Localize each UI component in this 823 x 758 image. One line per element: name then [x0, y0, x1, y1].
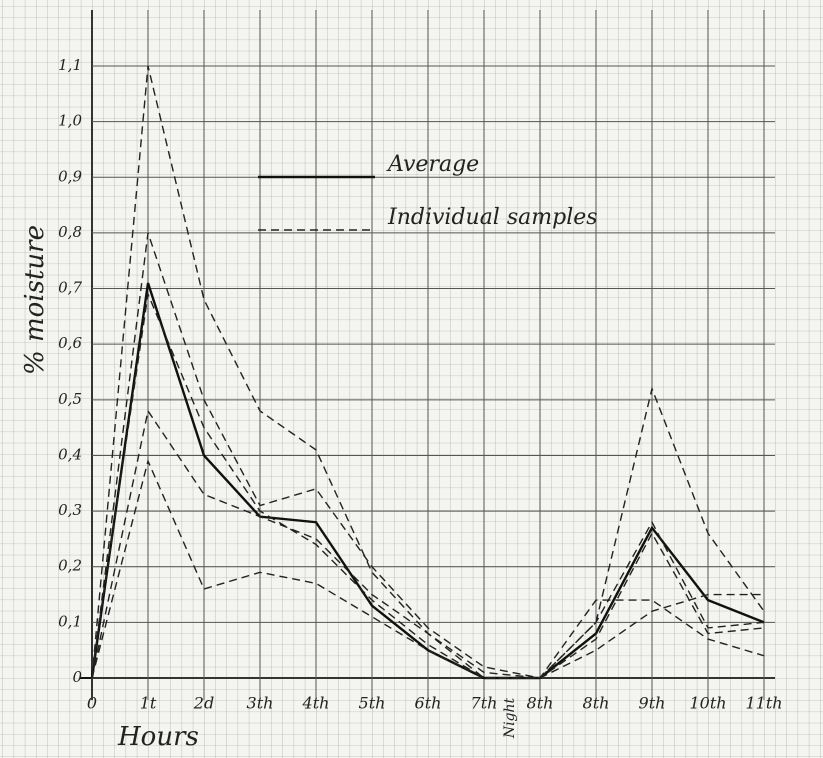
y-tick-label: 0,3	[58, 501, 82, 519]
x-tick-label: 2d	[193, 694, 214, 713]
x-tick-label: 6th	[415, 694, 442, 713]
x-tick-label: 8th	[527, 694, 554, 713]
series-line	[91, 232, 765, 679]
y-tick-label: 0	[72, 668, 82, 686]
x-tick-label: 7th	[471, 694, 498, 713]
y-tick-label: 0,2	[58, 557, 82, 575]
x-tick-label: 3th	[247, 694, 274, 713]
y-tick-label: 1,0	[58, 112, 82, 130]
x-tick-label: 1t	[140, 694, 157, 713]
series-line	[91, 458, 764, 679]
legend-label: Average	[386, 152, 479, 177]
y-tick-label: 0,7	[58, 279, 82, 297]
y-tick-label: 0,6	[58, 334, 82, 352]
series-line	[91, 291, 765, 679]
y-tick-label: 0,8	[58, 223, 82, 241]
legend-label: Individual samples	[387, 205, 598, 230]
y-tick-label: 0,5	[58, 390, 82, 408]
x-tick-label: 10th	[689, 694, 726, 713]
x-tick-label: 9th	[639, 694, 666, 713]
x-axis-label: Hours	[117, 722, 199, 752]
x-tick-label: 5th	[359, 694, 386, 713]
y-tick-label: 1,1	[58, 56, 82, 74]
y-tick-label: 0,1	[58, 612, 82, 630]
y-tick-label: 0,9	[58, 167, 82, 185]
x-tick-label: 0	[87, 694, 97, 713]
x-tick-label: 4th	[302, 694, 330, 713]
series-line	[91, 409, 765, 679]
annotation: Night	[502, 697, 518, 739]
y-axis-label: % moisture	[20, 225, 50, 375]
x-tick-label: 8th	[583, 694, 610, 713]
x-tick-label: 11th	[745, 694, 782, 713]
y-tick-label: 0,4	[58, 445, 82, 463]
series-line	[90, 282, 765, 680]
